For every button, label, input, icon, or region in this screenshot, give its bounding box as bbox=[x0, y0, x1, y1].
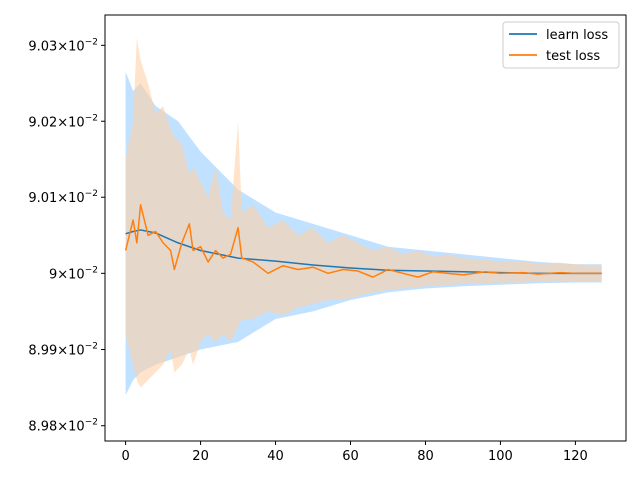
plot-area bbox=[124, 37, 602, 396]
y-tick-label: 9.01×10−2 bbox=[28, 189, 98, 206]
x-tick-label: 60 bbox=[342, 449, 359, 464]
x-tick-label: 120 bbox=[563, 449, 588, 464]
y-tick-label: 8.98×10−2 bbox=[28, 418, 98, 435]
legend-label: learn loss bbox=[546, 28, 608, 43]
legend-label: test loss bbox=[546, 49, 600, 64]
legend: learn loss test loss bbox=[502, 21, 620, 69]
y-tick-label: 9×10−2 bbox=[49, 265, 98, 282]
y-axis: 8.98×10−2 8.99×10−2 9×10−2 9.01×10−2 9.02×10… bbox=[28, 37, 105, 435]
x-axis: 0 20 40 60 80 100 120 bbox=[121, 441, 588, 464]
x-tick-label: 20 bbox=[192, 449, 209, 464]
y-tick-label: 9.02×10−2 bbox=[28, 113, 98, 130]
band-test-loss bbox=[125, 37, 602, 388]
series-line-test-loss bbox=[124, 204, 602, 278]
y-tick-label: 9.03×10−2 bbox=[28, 37, 98, 54]
y-tick-label: 8.99×10−2 bbox=[28, 341, 98, 358]
axes-frame bbox=[104, 14, 627, 442]
x-tick-label: 40 bbox=[267, 449, 284, 464]
x-tick-label: 80 bbox=[417, 449, 434, 464]
x-tick-label: 100 bbox=[488, 449, 513, 464]
x-tick-label: 0 bbox=[121, 449, 129, 464]
